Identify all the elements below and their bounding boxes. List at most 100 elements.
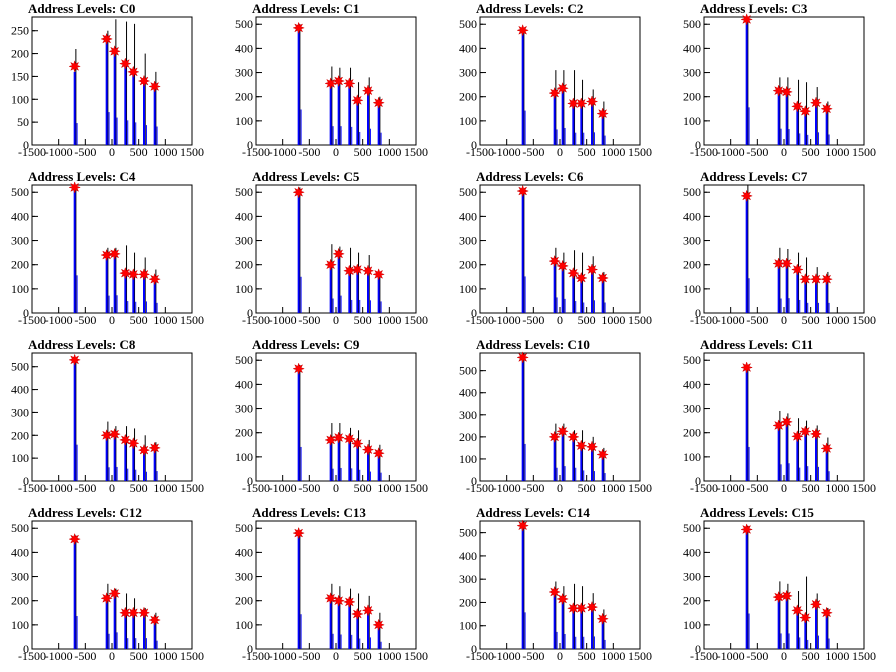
x-tick-label: 1000 (825, 313, 849, 327)
x-tick-label: 1500 (852, 481, 876, 495)
x-tick-label: -1500 (18, 313, 46, 327)
peak-marker (372, 96, 385, 110)
y-tick-label: 100 (11, 92, 29, 106)
peak-marker (68, 532, 81, 546)
peak-marker (516, 184, 529, 198)
x-tick-label: 1500 (404, 649, 428, 663)
y-tick-label: 200 (683, 258, 701, 272)
peak-marker (780, 85, 793, 99)
x-tick-label: -1500 (466, 481, 494, 495)
x-tick-label: 1500 (180, 481, 204, 495)
x-tick-label: -500 (298, 313, 320, 327)
y-tick-label: 300 (11, 234, 29, 248)
x-tick-label: -1000 (269, 649, 297, 663)
peak-marker (127, 268, 140, 281)
y-tick-label: 400 (683, 41, 701, 55)
chart-svg: Address Levels: C10100200300400500-1500-… (235, 1, 428, 159)
y-tick-label: 400 (235, 377, 253, 391)
peak-marker (372, 618, 385, 632)
x-tick-label: 500 (578, 481, 596, 495)
x-tick-label: 500 (354, 649, 372, 663)
y-tick-label: 100 (459, 114, 477, 128)
peak-marker (324, 591, 337, 605)
peak-marker (567, 97, 580, 110)
peak-marker (772, 84, 785, 97)
peak-marker (68, 60, 81, 73)
peak-marker (148, 613, 161, 627)
peak-marker (585, 600, 599, 614)
chart-title: Address Levels: C6 (476, 169, 584, 184)
peak-marker (343, 432, 356, 446)
y-tick-label: 500 (235, 521, 253, 535)
chart-svg: Address Levels: C60100200300400500-1500-… (459, 169, 652, 327)
y-tick-label: 100 (11, 618, 29, 632)
x-tick-label: -1000 (493, 313, 521, 327)
plot-frame (255, 352, 417, 482)
plot-frame (479, 352, 641, 482)
x-tick-label: -500 (298, 649, 320, 663)
y-tick-label: 0 (471, 474, 477, 488)
peak-marker (119, 433, 132, 447)
y-tick-label: 0 (695, 306, 701, 320)
x-tick-label: 1000 (601, 649, 625, 663)
peak-marker (324, 433, 337, 447)
x-tick-label: -500 (746, 145, 768, 159)
x-tick-label: 500 (802, 313, 820, 327)
y-tick-label: 100 (235, 618, 253, 632)
y-tick-label: 200 (235, 90, 253, 104)
y-tick-label: 400 (235, 41, 253, 55)
peak-marker (343, 264, 356, 278)
x-tick-label: 500 (578, 313, 596, 327)
x-tick-label: 0 (781, 481, 787, 495)
plot-frame (31, 16, 193, 146)
plot-frame (255, 520, 417, 650)
chart-svg: Address Levels: C50100200300400500-1500-… (235, 169, 428, 327)
x-tick-label: 1500 (180, 649, 204, 663)
y-tick-label: 0 (247, 642, 253, 656)
plot-frame (479, 16, 641, 146)
peak-marker (372, 268, 385, 281)
x-tick-label: -1500 (690, 313, 718, 327)
chart-title: Address Levels: C8 (28, 337, 136, 352)
peak-marker (799, 611, 812, 624)
chart-panel: Address Levels: C0 0 50 100 150 200 250 -1500 -1… (0, 0, 224, 168)
x-tick-label: 0 (557, 649, 563, 663)
chart-title: Address Levels: C4 (28, 169, 136, 184)
x-tick-label: -1000 (269, 145, 297, 159)
chart-svg: Address Levels: C70100200300400500-1500-… (683, 169, 876, 327)
peak-marker (292, 362, 305, 376)
peak-marker (820, 442, 833, 455)
peak-marker (127, 606, 140, 620)
y-tick-label: 100 (11, 282, 29, 296)
y-tick-label: 100 (683, 618, 701, 632)
chart-title: Address Levels: C0 (28, 1, 135, 16)
x-tick-label: -500 (74, 481, 96, 495)
peak-marker (361, 84, 375, 97)
x-tick-label: -500 (746, 481, 768, 495)
x-tick-label: -1500 (18, 649, 46, 663)
plot-frame (703, 16, 865, 146)
plot-frame (703, 184, 865, 314)
x-tick-label: -500 (522, 481, 544, 495)
peak-marker (780, 257, 793, 270)
chart-svg: Address Levels: C80100200300400500-1500-… (11, 337, 204, 495)
y-tick-label: 300 (235, 234, 253, 248)
peak-marker (332, 74, 345, 88)
x-tick-label: 1000 (601, 481, 625, 495)
x-tick-label: -500 (522, 313, 544, 327)
x-tick-label: -1000 (45, 313, 73, 327)
x-tick-label: 500 (130, 145, 148, 159)
peak-marker (343, 77, 356, 90)
chart-panel: Address Levels: C10 0 100 200 300 400 500 -1500… (448, 336, 672, 504)
y-tick-label: 300 (235, 66, 253, 80)
peak-marker (809, 597, 823, 611)
chart-panel: Address Levels: C5 0 100 200 300 400 500 -1500-… (224, 168, 448, 336)
chart-title: Address Levels: C10 (476, 337, 590, 352)
chart-panel: Address Levels: C2 0 100 200 300 400 500 -1500-… (448, 0, 672, 168)
y-tick-label: 500 (11, 185, 29, 199)
peak-marker (809, 427, 823, 441)
x-tick-label: 0 (109, 145, 115, 159)
peak-marker (791, 430, 804, 443)
x-tick-label: 1500 (852, 649, 876, 663)
